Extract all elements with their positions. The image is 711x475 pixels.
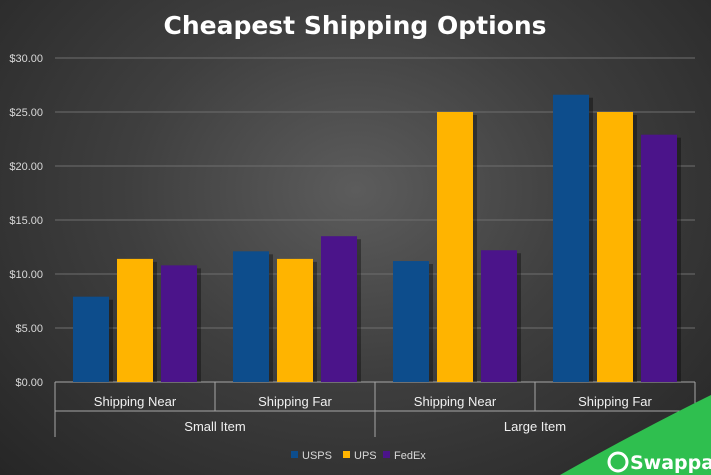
category-label: Shipping Far bbox=[258, 394, 332, 409]
y-tick-label: $20.00 bbox=[9, 161, 43, 173]
bar bbox=[117, 258, 153, 382]
bar bbox=[437, 112, 473, 382]
brand-swoosh bbox=[560, 395, 711, 475]
bar bbox=[321, 236, 357, 382]
bar bbox=[553, 94, 589, 382]
logo-wordmark: Swappa bbox=[630, 452, 711, 474]
y-tick-label: $25.00 bbox=[9, 107, 43, 119]
legend-entry: USPS bbox=[302, 450, 332, 462]
bar bbox=[641, 134, 677, 382]
chart-title: Cheapest Shipping Options bbox=[163, 11, 546, 40]
bar bbox=[233, 251, 269, 382]
legend: USPS UPS FedEx bbox=[291, 450, 426, 462]
y-tick-label: $5.00 bbox=[15, 323, 43, 335]
y-tick-label: $10.00 bbox=[9, 269, 43, 281]
bar bbox=[161, 265, 197, 382]
y-axis-ticks: $0.00 $5.00 $10.00 $15.00 $20.00 $25.00 $30.00 bbox=[9, 53, 43, 389]
bars bbox=[73, 94, 681, 382]
bar bbox=[481, 250, 517, 382]
legend-swatch bbox=[343, 451, 350, 458]
bar bbox=[597, 112, 633, 382]
bar bbox=[73, 296, 109, 382]
y-tick-label: $15.00 bbox=[9, 215, 43, 227]
group-label: Small Item bbox=[184, 419, 245, 434]
bar bbox=[393, 261, 429, 382]
category-axis: Shipping Near Shipping Far Shipping Near Sh… bbox=[54, 382, 696, 437]
legend-entry: FedEx bbox=[394, 450, 426, 462]
swappa-logo: Swappa bbox=[560, 395, 711, 475]
legend-swatch bbox=[383, 451, 390, 458]
category-label: Shipping Near bbox=[94, 394, 177, 409]
group-label: Large Item bbox=[504, 419, 566, 434]
y-tick-label: $0.00 bbox=[15, 377, 43, 389]
bar bbox=[277, 258, 313, 382]
logo-circle-icon bbox=[607, 451, 629, 473]
category-label: Shipping Far bbox=[578, 394, 652, 409]
legend-entry: UPS bbox=[354, 450, 377, 462]
legend-swatch bbox=[291, 451, 298, 458]
category-label: Shipping Near bbox=[414, 394, 497, 409]
y-tick-label: $30.00 bbox=[9, 53, 43, 65]
